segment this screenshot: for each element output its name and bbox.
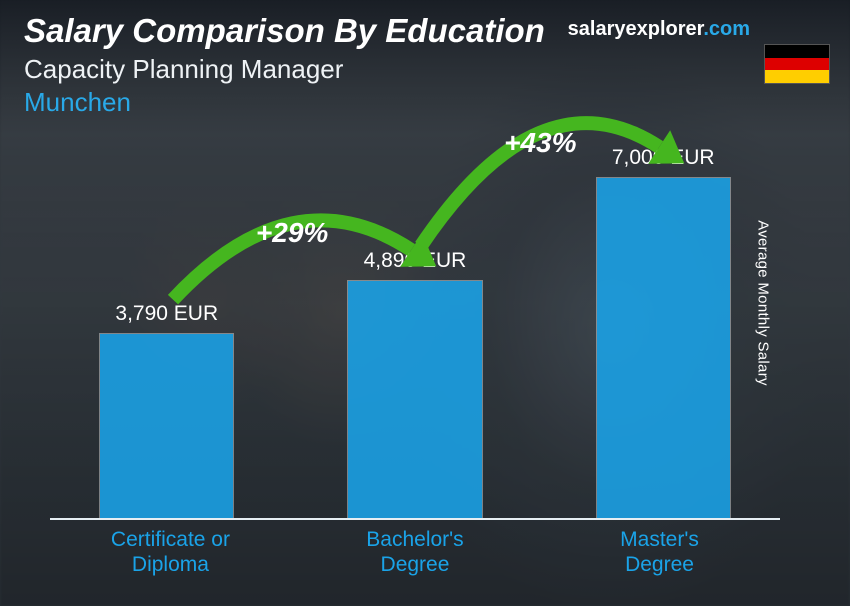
flag-stripe xyxy=(765,45,829,58)
increase-pct: +29% xyxy=(256,217,328,249)
increase-pct: +43% xyxy=(504,127,576,159)
category-labels: Certificate orDiplomaBachelor'sDegreeMas… xyxy=(50,528,780,578)
bar-face xyxy=(100,334,233,518)
increase-arc xyxy=(391,49,699,290)
flag-stripe xyxy=(765,70,829,83)
category-label: Certificate orDiploma xyxy=(50,528,291,578)
bar: 3,790 EUR xyxy=(99,333,234,518)
germany-flag-icon xyxy=(764,44,830,84)
bar-chart: 3,790 EUR4,890 EUR7,000 EUR+29%+43% Cert… xyxy=(50,140,780,588)
brand-name: salaryexplorer xyxy=(568,18,704,40)
plot-area: 3,790 EUR4,890 EUR7,000 EUR+29%+43% xyxy=(50,140,780,520)
brand-logo: salaryexplorer.com xyxy=(568,18,750,41)
category-label: Bachelor'sDegree xyxy=(291,528,539,578)
brand-suffix: .com xyxy=(703,18,750,40)
flag-stripe xyxy=(765,58,829,71)
category-label: Master'sDegree xyxy=(539,528,780,578)
